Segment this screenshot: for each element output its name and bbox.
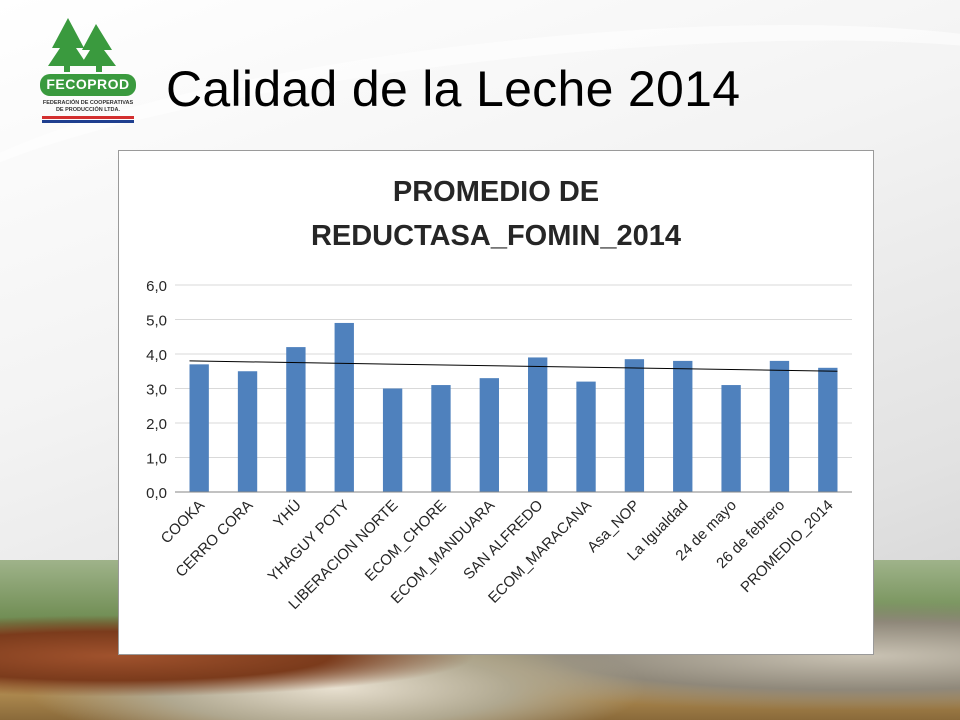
bar xyxy=(576,381,596,492)
bar xyxy=(479,378,499,492)
chart-title-line2: REDUCTASA_FOMIN_2014 xyxy=(311,220,681,252)
bar xyxy=(721,385,741,492)
bar-chart: PROMEDIO DE REDUCTASA_FOMIN_2014 0,0 1,0 2… xyxy=(146,176,852,613)
logo-subtitle: FEDERACIÓN DE COOPERATIVAS DE PRODUCCIÓN… xyxy=(38,100,138,114)
bar xyxy=(237,371,258,492)
bar xyxy=(624,359,645,492)
y-tick-label: 2,0 xyxy=(146,416,167,433)
chart-container: PROMEDIO DE REDUCTASA_FOMIN_2014 0,0 1,0 2… xyxy=(118,150,874,655)
y-axis-ticks: 0,0 1,0 2,0 3,0 4,0 5,0 6,0 xyxy=(146,278,167,502)
y-tick-label: 5,0 xyxy=(146,313,167,330)
y-tick-label: 6,0 xyxy=(146,278,167,295)
bar xyxy=(334,322,354,492)
grid-lines xyxy=(175,284,852,458)
bar xyxy=(189,364,209,492)
bar xyxy=(528,357,548,492)
y-tick-label: 3,0 xyxy=(146,382,167,399)
bar xyxy=(431,385,451,492)
x-tick-label: PROMEDIO_2014 xyxy=(737,497,836,596)
logo-subtitle-line2: DE PRODUCCIÓN LTDA. xyxy=(55,107,121,113)
bar xyxy=(382,388,403,492)
bar xyxy=(769,360,790,492)
y-tick-label: 1,0 xyxy=(146,451,167,468)
bar xyxy=(286,347,306,492)
logo-name: FECOPROD xyxy=(46,76,130,92)
trendline xyxy=(189,360,838,372)
bars xyxy=(189,322,838,492)
chart-title-line1: PROMEDIO DE xyxy=(393,176,599,208)
fecoprod-logo: FECOPROD FEDERACIÓN DE COOPERATIVAS DE P… xyxy=(38,14,138,126)
slide-title: Calidad de la Leche 2014 xyxy=(166,61,741,117)
x-tick-label: YHAGUY POTY xyxy=(265,497,353,585)
logo-trees-icon xyxy=(40,18,136,123)
y-tick-label: 0,0 xyxy=(146,485,167,502)
bar xyxy=(673,360,693,492)
y-tick-label: 4,0 xyxy=(146,347,167,364)
bar xyxy=(818,367,838,492)
logo-subtitle-line1: FEDERACIÓN DE COOPERATIVAS xyxy=(42,100,134,106)
x-tick-label: YHÚ xyxy=(270,497,304,531)
